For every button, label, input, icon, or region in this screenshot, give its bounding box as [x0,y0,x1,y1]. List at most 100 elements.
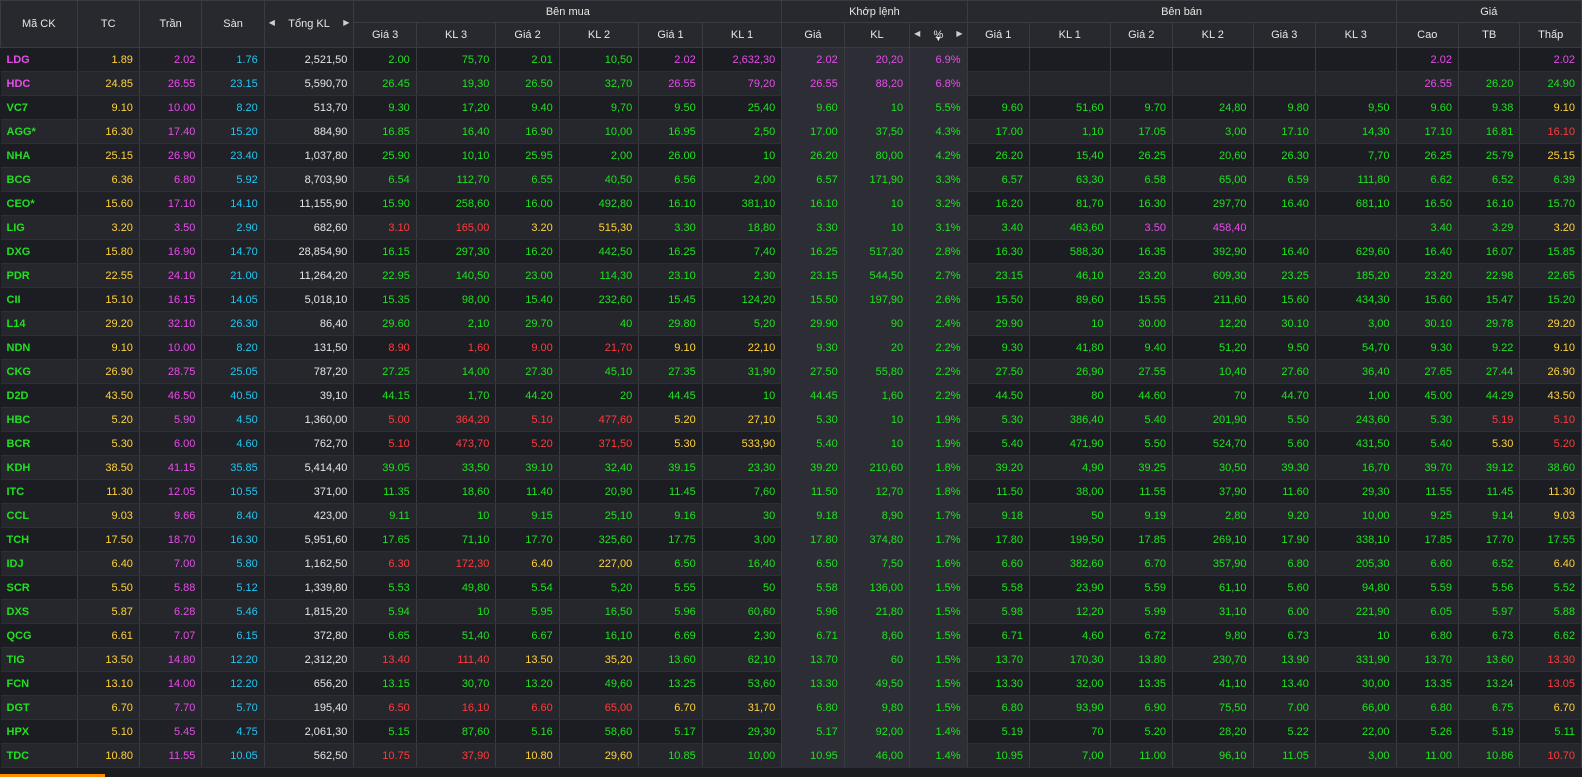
symbol-cell[interactable]: HBC [0,407,78,432]
header-buy-vol-2[interactable]: KL 2 [558,22,640,48]
symbol-cell[interactable]: LDG [0,47,78,72]
header-low[interactable]: Thấp [1519,22,1582,48]
symbol-cell[interactable]: KDH [0,455,78,480]
symbol-cell[interactable]: DGT [0,695,78,720]
table-row[interactable]: LDG 1.89 2.02 1.76 2,521,50 2.00 75,70 2.01 10,5… [0,47,1582,72]
buy-price-2-cell: 11.40 [495,479,560,504]
header-buy-vol-3[interactable]: KL 3 [415,22,497,48]
symbol-cell[interactable]: VC7 [0,95,78,120]
table-row[interactable]: BCR 5.30 6.00 4.60 762,70 5.10 473,70 5.20 371,5… [0,431,1582,456]
symbol-cell[interactable]: TIG [0,647,78,672]
symbol-cell[interactable]: L14 [0,311,78,336]
table-row[interactable]: TCH 17.50 18.70 16.30 5,951,60 17.65 71,10 17.7… [0,527,1582,552]
table-row[interactable]: DGT 6.70 7.70 5.70 195,40 6.50 16,10 6.60 65,00 6… [0,695,1582,720]
table-row[interactable]: SCR 5.50 5.88 5.12 1,339,80 5.53 49,80 5.54 5,20… [0,575,1582,600]
table-row[interactable]: QCG 6.61 7.07 6.15 372,80 6.65 51,40 6.67 16,10 6… [0,623,1582,648]
symbol-cell[interactable]: TCH [0,527,78,552]
header-match-vol[interactable]: KL [843,22,911,48]
header-sell-price-1[interactable]: Giá 1 [966,22,1030,48]
table-row[interactable]: NHA 25.15 26.90 23.40 1,037,80 25.90 10,10 25.9… [0,143,1582,168]
symbol-cell[interactable]: CCL [0,503,78,528]
sort-desc-icon[interactable]: ▼ [934,35,942,43]
table-row[interactable]: L14 29.20 32.10 26.30 86,40 29.60 2,10 29.70 40 2… [0,311,1582,336]
header-floor-price[interactable]: Sàn [201,0,265,48]
symbol-cell[interactable]: NDN [0,335,78,360]
symbol-cell[interactable]: LIG [0,215,78,240]
header-buy-price-1[interactable]: Giá 1 [638,22,703,48]
header-ref-price[interactable]: TC [76,0,140,48]
header-total-volume[interactable]: ◀ Tổng KL ▶ [263,0,355,48]
total-volume-cell: 39,10 [264,383,355,408]
scroll-left-icon[interactable]: ◀ [268,18,275,27]
header-sell-vol-1[interactable]: KL 1 [1028,22,1111,48]
header-sell-vol-3[interactable]: KL 3 [1314,22,1397,48]
table-row[interactable]: CKG 26.90 28.75 25.05 787,20 27.25 14,00 27.30 4… [0,359,1582,384]
table-row[interactable]: DXS 5.87 6.28 5.46 1,815,20 5.94 10 5.95 16,50 5.… [0,599,1582,624]
symbol-cell[interactable]: BCR [0,431,78,456]
header-match-percent[interactable]: ◀ % ▶ ▼ [909,22,968,48]
prev-column-icon[interactable]: ◀ [914,28,921,38]
table-row[interactable]: VC7 9.10 10.00 8.20 513,70 9.30 17,20 9.40 9,70 9… [0,95,1582,120]
table-row[interactable]: ITC 11.30 12.05 10.55 371,00 11.35 18,60 11.40 2… [0,479,1582,504]
header-sell-vol-2[interactable]: KL 2 [1171,22,1254,48]
table-row[interactable]: CEO* 15.60 17.10 14.10 11,155,90 15.90 258,60 1… [0,191,1582,216]
symbol-cell[interactable]: PDR [0,263,78,288]
header-average[interactable]: TB [1457,22,1521,48]
match-vol-cell: 10 [844,191,911,216]
symbol-cell[interactable]: HPX [0,719,78,744]
table-row[interactable]: DXG 15.80 16.90 14.70 28,854,90 16.15 297,30 16… [0,239,1582,264]
table-row[interactable]: D2D 43.50 46.50 40.50 39,10 44.15 1,70 44.20 20 4… [0,383,1582,408]
symbol-cell[interactable]: CKG [0,359,78,384]
match-percent-cell: 1.5% [909,647,968,672]
header-buy-vol-1[interactable]: KL 1 [701,22,783,48]
header-high[interactable]: Cao [1395,22,1459,48]
table-row[interactable]: KDH 38.50 41.15 35.85 5,414,40 39.05 33,50 39.1… [0,455,1582,480]
table-row[interactable]: LIG 3.20 3.50 2.90 682,60 3.10 165,00 3.20 515,3… [0,215,1582,240]
buy-price-2-cell: 16.90 [495,119,560,144]
scroll-right-icon[interactable]: ▶ [343,18,350,27]
header-sell-price-3[interactable]: Giá 3 [1252,22,1316,48]
floor-price-cell: 14.05 [201,287,265,312]
table-row[interactable]: NDN 9.10 10.00 8.20 131,50 8.90 1,60 9.00 21,70 9… [0,335,1582,360]
symbol-cell[interactable]: CEO* [0,191,78,216]
table-row[interactable]: TIG 13.50 14.80 12.20 2,312,20 13.40 111,40 13.… [0,647,1582,672]
symbol-cell[interactable]: IDJ [0,551,78,576]
symbol-cell[interactable]: DXS [0,599,78,624]
symbol-cell[interactable]: QCG [0,623,78,648]
table-row[interactable]: HPX 5.10 5.45 4.75 2,061,30 5.15 87,60 5.16 58,6… [0,719,1582,744]
symbol-cell[interactable]: NHA [0,143,78,168]
header-sell-price-2[interactable]: Giá 2 [1109,22,1173,48]
table-row[interactable]: CII 15.10 16.15 14.05 5,018,10 15.35 98,00 15.4… [0,287,1582,312]
buy-vol-1-cell: 62,10 [702,647,783,672]
table-row[interactable]: CCL 9.03 9.66 8.40 423,00 9.11 10 9.15 25,10 9.16… [0,503,1582,528]
symbol-cell[interactable]: BCG [0,167,78,192]
symbol-cell[interactable]: ITC [0,479,78,504]
table-row[interactable]: BCG 6.36 6.80 5.92 8,703,90 6.54 112,70 6.55 40,… [0,167,1582,192]
match-price-cell: 16.25 [781,239,845,264]
floor-price-cell: 15.20 [201,119,265,144]
symbol-cell[interactable]: SCR [0,575,78,600]
header-match-price[interactable]: Giá [781,22,845,48]
header-buy-price-3[interactable]: Giá 3 [353,22,417,48]
header-buy-price-2[interactable]: Giá 2 [495,22,560,48]
symbol-cell[interactable]: TDC [0,743,78,768]
table-row[interactable]: PDR 22.55 24.10 21.00 11,264,20 22.95 140,50 23… [0,263,1582,288]
table-row[interactable]: AGG* 16.30 17.40 15.20 884,90 16.85 16,40 16.90… [0,119,1582,144]
match-percent-cell: 1.5% [909,671,968,696]
next-column-icon[interactable]: ▶ [956,28,963,38]
symbol-cell[interactable]: DXG [0,239,78,264]
header-ceiling-price[interactable]: Trần [138,0,203,48]
symbol-cell[interactable]: D2D [0,383,78,408]
table-row[interactable]: HDC 24.85 26.55 23.15 5,590,70 26.45 19,30 26.5… [0,71,1582,96]
symbol-cell[interactable]: CII [0,287,78,312]
table-row[interactable]: TDC 10.80 11.55 10.05 562,50 10.75 37,90 10.80 2… [0,743,1582,768]
symbol-cell[interactable]: HDC [0,71,78,96]
sell-vol-3-cell: 16,70 [1315,455,1397,480]
buy-price-1-cell: 23.10 [638,263,703,288]
symbol-cell[interactable]: AGG* [0,119,78,144]
symbol-cell[interactable]: FCN [0,671,78,696]
table-row[interactable]: HBC 5.20 5.90 4.50 1,360,00 5.00 364,20 5.10 477… [0,407,1582,432]
header-symbol[interactable]: Mã CK [0,0,78,48]
table-row[interactable]: IDJ 6.40 7.00 5.80 1,162,50 6.30 172,30 6.40 227… [0,551,1582,576]
table-row[interactable]: FCN 13.10 14.00 12.20 656,20 13.15 30,70 13.20 4… [0,671,1582,696]
